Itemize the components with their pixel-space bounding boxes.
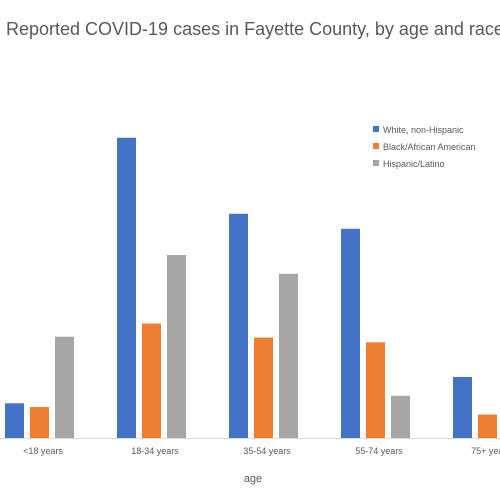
bar-black-african-american-55-74-years	[366, 342, 385, 438]
bar-hispanic-latino-18-years	[55, 336, 74, 438]
bar-black-african-american-18-years	[30, 407, 49, 438]
bar-white-non-hispanic-55-74-years	[341, 228, 360, 438]
x-tick-label: 35-54 years	[243, 446, 291, 456]
bar-hispanic-latino-18-34-years	[167, 255, 186, 438]
bar-white-non-hispanic-75-years	[453, 377, 472, 438]
x-tick-label: 18-34 years	[131, 446, 179, 456]
legend-label-hispanic-latino: Hispanic/Latino	[383, 159, 445, 169]
legend: White, non-Hispanic Black/African America…	[373, 125, 476, 169]
bar-white-non-hispanic-18-34-years	[117, 137, 136, 438]
bar-hispanic-latino-35-54-years	[279, 273, 298, 438]
legend-swatch-hispanic-latino	[373, 160, 379, 166]
legend-swatch-white-non-hispanic	[373, 126, 379, 132]
bar-white-non-hispanic-35-54-years	[229, 213, 248, 438]
legend-label-white-non-hispanic: White, non-Hispanic	[383, 125, 464, 135]
chart-title: Reported COVID-19 cases in Fayette Count…	[6, 19, 500, 39]
bar-black-african-american-75-years	[478, 414, 497, 438]
x-tick-labels: <18 years 18-34 years 35-54 years 55-74 yea…	[23, 446, 500, 456]
legend-label-black-african-american: Black/African American	[383, 142, 476, 152]
bar-white-non-hispanic-18-years	[5, 403, 24, 438]
bars-group	[5, 137, 497, 438]
bar-black-african-american-18-34-years	[142, 323, 161, 438]
x-tick-label: 75+ years	[471, 446, 500, 456]
x-tick-label: <18 years	[23, 446, 63, 456]
legend-swatch-black-african-american	[373, 143, 379, 149]
bar-hispanic-latino-55-74-years	[391, 395, 410, 438]
bar-black-african-american-35-54-years	[254, 337, 273, 438]
x-tick-label: 55-74 years	[355, 446, 403, 456]
x-axis-title: age	[244, 473, 262, 485]
